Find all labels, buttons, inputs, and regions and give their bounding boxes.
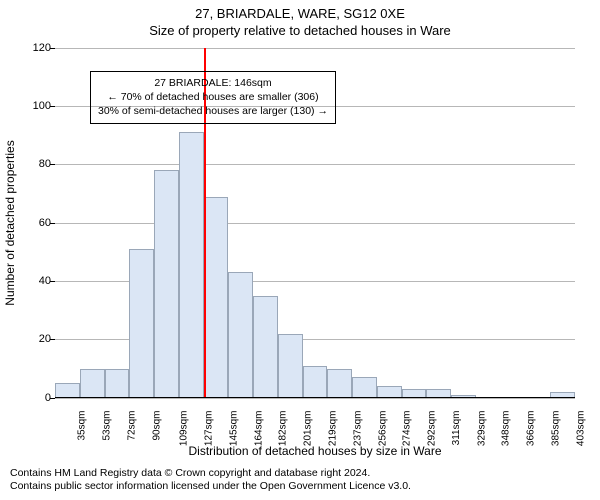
y-tick-label: 80 [21, 158, 51, 170]
y-axis-title: Number of detached properties [3, 140, 17, 305]
attribution-line: Contains public sector information licen… [10, 480, 411, 494]
histogram-bar [129, 249, 154, 398]
x-tick-label: 53sqm [102, 410, 113, 440]
x-tick-label: 274sqm [402, 410, 413, 446]
x-tick-label: 329sqm [476, 410, 487, 446]
histogram-bar [80, 369, 105, 398]
gridline [55, 48, 575, 49]
annotation-line: 27 BRIARDALE: 146sqm [98, 76, 328, 90]
gridline [55, 164, 575, 165]
gridline [55, 223, 575, 224]
x-tick-label: 385sqm [550, 410, 561, 446]
histogram-chart: 02040608010012035sqm53sqm72sqm90sqm109sq… [55, 48, 575, 398]
page-subtitle: Size of property relative to detached ho… [0, 23, 600, 40]
x-tick-label: 145sqm [228, 410, 239, 446]
histogram-bar [154, 170, 179, 398]
annotation-box: 27 BRIARDALE: 146sqm ← 70% of detached h… [90, 71, 336, 124]
y-tick-label: 0 [21, 392, 51, 404]
x-tick-label: 72sqm [126, 410, 137, 440]
attribution-line: Contains HM Land Registry data © Crown c… [10, 467, 411, 481]
x-tick-label: 219sqm [327, 410, 338, 446]
histogram-bar [204, 197, 229, 398]
histogram-bar [278, 334, 303, 398]
x-tick-label: 348sqm [501, 410, 512, 446]
annotation-line: ← 70% of detached houses are smaller (30… [98, 90, 328, 104]
y-tick-label: 20 [21, 333, 51, 345]
x-tick-label: 403sqm [575, 410, 586, 446]
attribution-block: Contains HM Land Registry data © Crown c… [10, 467, 411, 494]
x-tick-label: 201sqm [303, 410, 314, 446]
x-axis-baseline [55, 397, 575, 398]
x-tick-label: 311sqm [451, 410, 462, 445]
x-tick-label: 127sqm [203, 410, 214, 446]
histogram-bar [327, 369, 352, 398]
x-tick-label: 109sqm [179, 410, 190, 446]
x-tick-label: 366sqm [525, 410, 536, 446]
histogram-bar [253, 296, 278, 398]
histogram-bar [352, 377, 377, 397]
x-tick-label: 90sqm [151, 410, 162, 440]
histogram-bar [303, 366, 328, 398]
y-tick-label: 120 [21, 42, 51, 54]
histogram-bar [105, 369, 130, 398]
gridline [55, 398, 575, 399]
y-tick-label: 60 [21, 217, 51, 229]
annotation-line: 30% of semi-detached houses are larger (… [98, 104, 328, 118]
x-tick-label: 256sqm [377, 410, 388, 446]
y-tick-label: 40 [21, 275, 51, 287]
x-tick-label: 164sqm [253, 410, 264, 446]
x-tick-label: 237sqm [352, 410, 363, 446]
histogram-bar [228, 272, 253, 397]
histogram-bar [179, 132, 204, 397]
page-title: 27, BRIARDALE, WARE, SG12 0XE [0, 6, 600, 23]
x-axis-title: Distribution of detached houses by size … [188, 444, 441, 458]
histogram-bar [55, 383, 80, 398]
x-tick-label: 182sqm [278, 410, 289, 446]
x-tick-label: 292sqm [426, 410, 437, 446]
y-tick-label: 100 [21, 100, 51, 112]
x-tick-label: 35sqm [77, 410, 88, 440]
